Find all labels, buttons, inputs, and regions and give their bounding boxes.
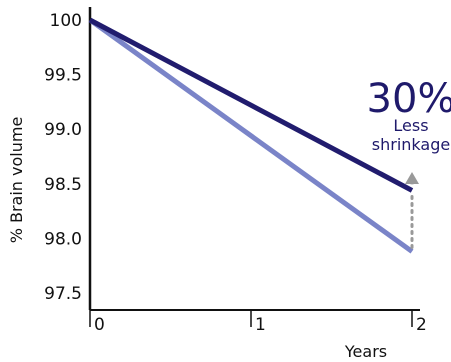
- x-tick-label: 0: [94, 315, 105, 335]
- y-tick-label: 99.5: [44, 66, 82, 86]
- series-line: [88, 17, 414, 193]
- arrow-head-icon: [405, 172, 419, 184]
- annotation: 30% Less shrinkage: [367, 76, 451, 250]
- series-line: [88, 17, 414, 254]
- x-axis-ticks: 0 1 2: [89, 310, 427, 335]
- x-axis-title: Years: [344, 342, 387, 361]
- x-tick-label: 1: [255, 315, 266, 335]
- series-layer: [88, 17, 414, 254]
- y-tick-label: 98.5: [44, 175, 82, 195]
- y-tick-label: 99.0: [44, 120, 82, 140]
- y-tick-label: 97.5: [44, 284, 82, 304]
- y-axis-title: % Brain volume: [7, 117, 26, 244]
- annotation-percent: 30%: [367, 76, 451, 122]
- y-tick-label: 98.0: [44, 229, 82, 249]
- annotation-line-2: shrinkage: [372, 135, 450, 154]
- y-axis-ticks: 100 99.5 99.0 98.5 98.0 97.5: [44, 11, 82, 304]
- annotation-line-1: Less: [393, 116, 428, 135]
- y-tick-label: 100: [50, 11, 82, 31]
- x-tick-label: 2: [416, 315, 427, 335]
